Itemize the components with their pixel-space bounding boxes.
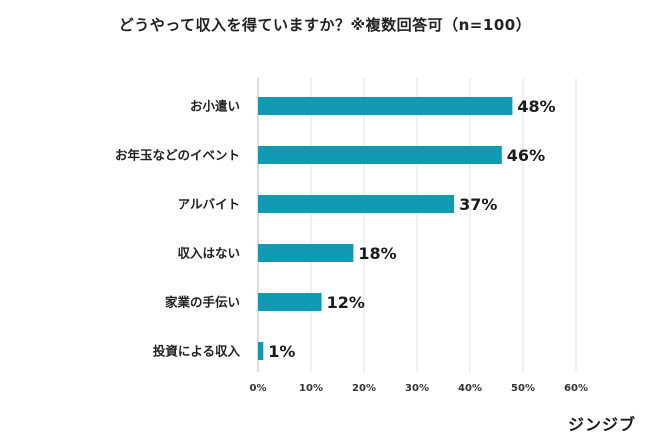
value-label: 12% — [327, 293, 365, 312]
x-tick-label: 0% — [250, 383, 267, 394]
grid-lines — [257, 78, 577, 372]
category-label: 投資による収入 — [153, 344, 241, 359]
x-tick-label: 30% — [405, 383, 429, 394]
bar — [258, 293, 322, 311]
x-tick-label: 20% — [352, 383, 376, 394]
bar — [258, 97, 513, 115]
x-tick-label: 10% — [299, 383, 323, 394]
bar — [258, 195, 455, 213]
value-label: 46% — [507, 146, 545, 165]
category-label: 収入はない — [177, 246, 240, 261]
bar — [258, 342, 264, 360]
brand-logo: ジンジブ — [567, 415, 636, 434]
value-label: 37% — [459, 195, 497, 214]
x-axis: 0% 10% 20% 30% 40% 50% 60% — [250, 383, 588, 394]
value-label: 48% — [517, 97, 555, 116]
bars — [258, 97, 513, 360]
value-label: 1% — [268, 342, 295, 361]
category-label: お年玉などのイベント — [115, 148, 240, 163]
category-label: お小遣い — [190, 99, 240, 114]
labels: お小遣い 48% お年玉などのイベント 46% アルバイト 37% 収入はない 18% 家業の手… — [115, 97, 556, 361]
category-label: アルバイト — [178, 197, 240, 212]
value-label: 18% — [358, 244, 396, 263]
x-tick-label: 50% — [511, 383, 535, 394]
x-tick-label: 40% — [458, 383, 482, 394]
bar — [258, 244, 354, 262]
x-tick-label: 60% — [564, 383, 588, 394]
chart-title: どうやって収入を得ていますか？※複数回答可（n=100） — [118, 16, 532, 34]
category-label: 家業の手伝い — [165, 295, 240, 310]
bar — [258, 146, 502, 164]
